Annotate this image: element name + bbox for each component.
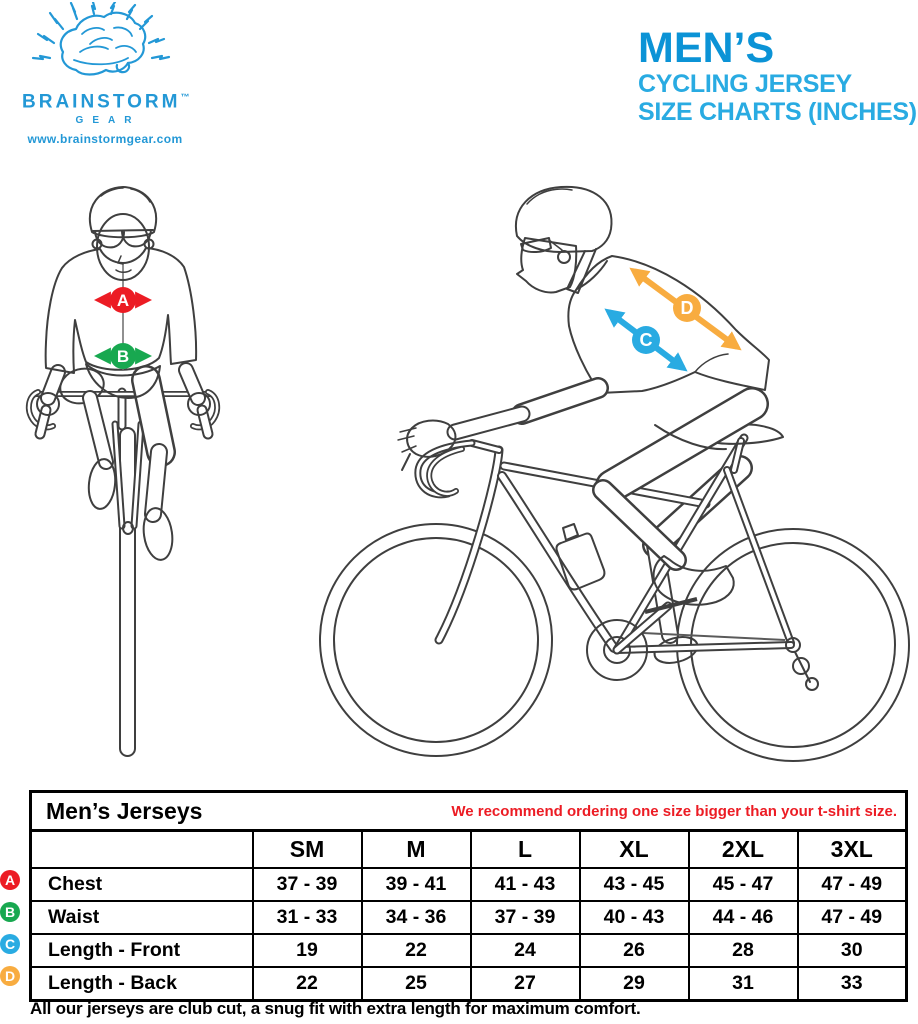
- size-col-2xl: 2XL: [687, 829, 799, 869]
- row-badge-b: B: [0, 902, 20, 922]
- length-front-3xl: 30: [796, 933, 908, 968]
- size-col-xl: XL: [578, 829, 690, 869]
- chest-m: 39 - 41: [360, 867, 472, 902]
- size-col-sm: SM: [251, 829, 363, 869]
- svg-text:A: A: [117, 291, 129, 310]
- row-label-length-front: Length - Front: [29, 933, 254, 968]
- size-col-m: M: [360, 829, 472, 869]
- rear-derailleur: [792, 657, 810, 675]
- cycling-shoe: [652, 555, 735, 606]
- length-front-2xl: 28: [687, 933, 799, 968]
- marker-badge-b: [110, 343, 136, 369]
- page-title: MEN’S CYCLING JERSEY SIZE CHARTS (INCHES…: [638, 26, 917, 126]
- table-row-chest: Chest 37 - 39 39 - 41 41 - 43 43 - 45 45…: [29, 867, 908, 902]
- front-rider-legs: [59, 363, 176, 561]
- size-col-3xl: 3XL: [796, 829, 908, 869]
- row-label-waist: Waist: [29, 900, 254, 935]
- sizing-note: We recommend ordering one size bigger th…: [451, 802, 897, 820]
- waist-sm: 31 - 33: [251, 900, 363, 935]
- side-view-cyclist: D C: [319, 185, 910, 762]
- length-front-m: 22: [360, 933, 472, 968]
- measure-arrow-c: C: [604, 308, 688, 372]
- side-rider-head: [514, 185, 613, 294]
- side-rider-arm: [397, 377, 609, 471]
- length-back-xl: 29: [578, 966, 690, 1002]
- brand-name: BRAINSTORM™: [22, 91, 190, 113]
- length-back-sm: 22: [251, 966, 363, 1002]
- side-rider-hand: [406, 419, 457, 458]
- row-badge-a: A: [0, 870, 20, 890]
- length-front-sm: 19: [251, 933, 363, 968]
- size-col-l: L: [469, 829, 581, 869]
- side-rider-helmet: [514, 185, 613, 253]
- table-row-waist: Waist 31 - 33 34 - 36 37 - 39 40 - 43 44…: [29, 900, 908, 935]
- brainstorm-gear-logo: BRAINSTORM™ GEAR www.brainstormgear.com: [22, 0, 190, 147]
- side-rider-jersey: [567, 255, 770, 394]
- trademark-symbol: ™: [180, 92, 190, 102]
- front-rider-head: [89, 186, 157, 281]
- chest-l: 41 - 43: [469, 867, 581, 902]
- svg-text:D: D: [681, 298, 694, 318]
- size-chart-table: Men’s Jerseys We recommend ordering one …: [29, 790, 908, 1002]
- chest-xl: 43 - 45: [578, 867, 690, 902]
- front-view-cyclist: A B: [25, 186, 221, 757]
- table-title-row: Men’s Jerseys We recommend ordering one …: [29, 790, 908, 832]
- table-row-length-front: Length - Front 19 22 24 26 28 30: [29, 933, 908, 968]
- length-back-2xl: 31: [687, 966, 799, 1002]
- title-line-1: MEN’S: [638, 24, 775, 72]
- length-front-xl: 26: [578, 933, 690, 968]
- length-back-m: 25: [360, 966, 472, 1002]
- waist-2xl: 44 - 46: [687, 900, 799, 935]
- table-row-length-back: Length - Back 22 25 27 29 31 33: [29, 966, 908, 1002]
- svg-text:B: B: [117, 347, 129, 366]
- pedal: [644, 597, 698, 614]
- marker-badge-c: [632, 326, 660, 354]
- chest-2xl: 45 - 47: [687, 867, 799, 902]
- waist-l: 37 - 39: [469, 900, 581, 935]
- size-header-row: SM M L XL 2XL 3XL: [29, 829, 908, 869]
- measure-arrow-a: A: [93, 287, 153, 313]
- chest-3xl: 47 - 49: [796, 867, 908, 902]
- row-badge-c: C: [0, 934, 20, 954]
- svg-text:C: C: [640, 330, 653, 350]
- row-label-chest: Chest: [29, 867, 254, 902]
- waist-xl: 40 - 43: [578, 900, 690, 935]
- length-back-l: 27: [469, 966, 581, 1002]
- title-line-3: SIZE CHARTS (INCHES): [638, 98, 917, 126]
- row-label-length-back: Length - Back: [29, 966, 254, 1002]
- crankset: [586, 619, 648, 681]
- row-badge-d: D: [0, 966, 20, 986]
- front-rider-arms: [34, 362, 214, 440]
- front-bike-wheel: [111, 420, 145, 757]
- title-line-2: CYCLING JERSEY: [638, 70, 852, 98]
- corner-cell: [29, 829, 254, 869]
- helmet-strap: [566, 248, 597, 294]
- brand-url: www.brainstormgear.com: [27, 132, 183, 147]
- side-rider-glasses: [520, 237, 552, 254]
- marker-badge-a: [110, 287, 136, 313]
- waist-3xl: 47 - 49: [796, 900, 908, 935]
- side-rider-near-leg: [592, 387, 769, 606]
- table-title: Men’s Jerseys: [46, 797, 203, 824]
- length-front-l: 24: [469, 933, 581, 968]
- brand-sub-name: GEAR: [75, 115, 141, 127]
- measure-arrow-b: B: [93, 343, 153, 369]
- length-back-3xl: 33: [796, 966, 908, 1002]
- chest-sm: 37 - 39: [251, 867, 363, 902]
- fit-note: All our jerseys are club cut, a snug fit…: [30, 999, 641, 1018]
- waist-m: 34 - 36: [360, 900, 472, 935]
- water-bottle: [555, 532, 606, 591]
- brain-logo-icon: [31, 0, 171, 76]
